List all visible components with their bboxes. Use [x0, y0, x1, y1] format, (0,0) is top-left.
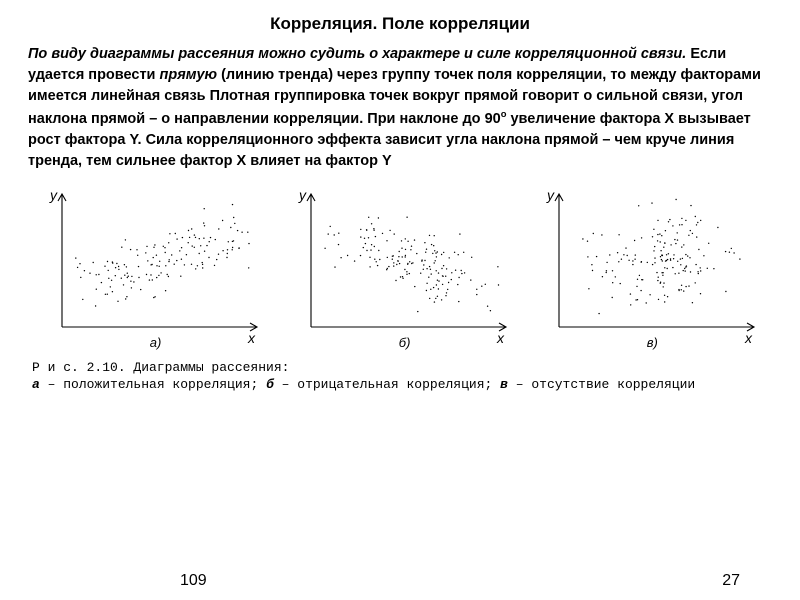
caption-b-text: – отрицательная корреляция; — [274, 377, 500, 392]
svg-text:а): а) — [150, 335, 162, 350]
body-paragraph: По виду диаграммы рассеяния можно судить… — [28, 44, 772, 172]
caption-b-key: б — [266, 377, 274, 392]
footer-right: 27 — [722, 572, 740, 590]
svg-text:x: x — [496, 330, 505, 346]
svg-text:y: y — [298, 187, 307, 203]
svg-text:x: x — [247, 330, 256, 346]
svg-text:y: y — [49, 187, 58, 203]
caption-a-key: a — [32, 377, 40, 392]
caption-line2: a – положительная корреляция; б – отрица… — [32, 376, 772, 394]
para-s1a: По виду диаграммы рассеяния можно судить… — [28, 46, 686, 62]
para-s1c: прямую — [159, 67, 217, 83]
scatter-chart-c: y x в) — [531, 180, 766, 355]
page-footer: 109 27 — [0, 572, 800, 590]
scatter-chart-b: y x б) — [283, 180, 518, 355]
caption-line1: Р и с. 2.10. Диаграммы рассеяния: — [32, 359, 772, 377]
scatter-chart-a: y x а) — [34, 180, 269, 355]
figure-caption: Р и с. 2.10. Диаграммы рассеяния: a – по… — [28, 359, 772, 394]
svg-text:в): в) — [647, 335, 658, 350]
caption-c-text: – отсутствие корреляции — [508, 377, 695, 392]
caption-c-key: в — [500, 377, 508, 392]
caption-a-text: – положительная корреляция; — [40, 377, 266, 392]
svg-text:б): б) — [398, 335, 410, 350]
charts-row: y x а) y x б) y x в) — [28, 180, 772, 355]
page-title: Корреляция. Поле корреляции — [28, 14, 772, 34]
svg-text:y: y — [546, 187, 555, 203]
footer-left: 109 — [180, 572, 207, 590]
svg-text:x: x — [744, 330, 753, 346]
